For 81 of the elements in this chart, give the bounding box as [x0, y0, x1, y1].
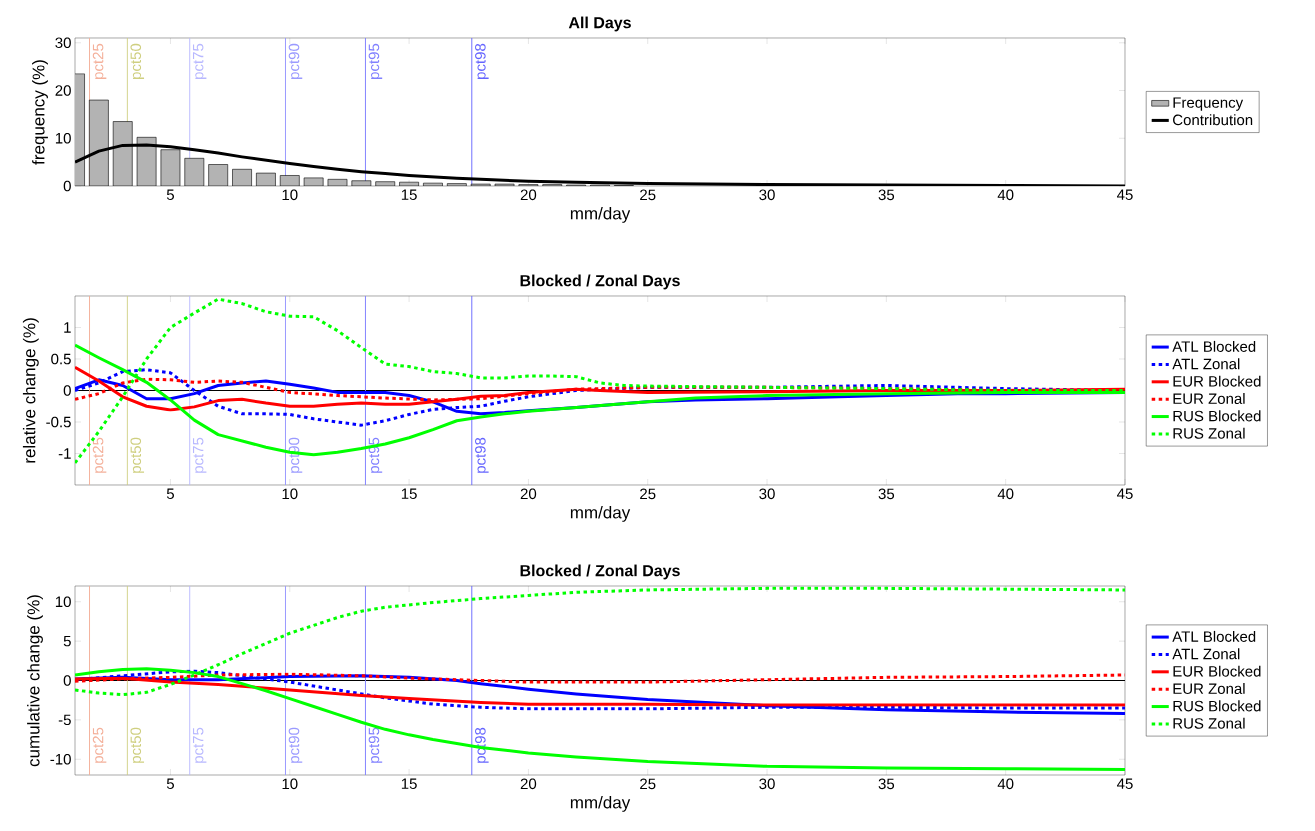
x-tick-label: 45	[1116, 778, 1133, 789]
legend-label: Contribution	[1173, 114, 1253, 126]
x-tick-label: 35	[878, 778, 895, 790]
legend-label: ATL Zonal	[1172, 358, 1240, 370]
chart-title: All Days	[568, 16, 631, 32]
y-tick-label: -10	[50, 753, 71, 765]
y-tick-label: 0	[63, 675, 71, 686]
legend-label: RUS Blocked	[1173, 700, 1261, 712]
y-tick-label: 0.5	[51, 353, 71, 365]
ref-line-label: pct95	[368, 43, 383, 79]
legend-label: RUS Zonal	[1173, 427, 1245, 439]
chart-title: Blocked / Zonal Days	[520, 564, 680, 580]
ref-line-label: pct90	[288, 727, 303, 763]
legend-label: RUS Zonal	[1173, 717, 1245, 729]
y-tick-label: 1	[64, 322, 71, 333]
ref-line-label: pct95	[368, 727, 383, 763]
y-axis-title: frequency (%)	[32, 60, 48, 165]
y-axis-title: relative change (%)	[22, 318, 39, 463]
x-axis-title: mm/day	[570, 207, 631, 223]
y-tick-label: -5	[58, 714, 71, 726]
chart-title: Blocked / Zonal Days	[520, 274, 680, 290]
ref-line-label: pct75	[192, 43, 207, 79]
legend-label: EUR Zonal	[1173, 393, 1245, 405]
legend-label: EUR Blocked	[1173, 665, 1261, 677]
y-tick-label: 5	[63, 635, 71, 647]
legend-label: ATL Blocked	[1172, 630, 1256, 642]
x-tick-label: 15	[401, 778, 417, 789]
x-axis-title: mm/day	[570, 796, 631, 812]
x-tick-label: 20	[520, 778, 537, 790]
y-tick-label: -1	[58, 448, 71, 459]
x-tick-label: 30	[759, 778, 775, 790]
legend-label: ATL Blocked	[1172, 340, 1256, 352]
x-tick-label: 25	[640, 488, 656, 500]
ref-line-label: pct75	[192, 727, 207, 763]
ref-line-label: pct98	[475, 43, 489, 79]
x-tick-label: 10	[282, 189, 298, 201]
x-tick-label: 10	[282, 778, 298, 790]
legend-label: ATL Zonal	[1172, 648, 1240, 660]
ref-line-label: pct25	[92, 727, 107, 763]
ref-line-label: pct25	[92, 43, 107, 79]
x-tick-label: 40	[997, 189, 1014, 201]
x-tick-label: 30	[759, 189, 775, 201]
x-tick-label: 25	[640, 189, 656, 201]
x-tick-label: 25	[640, 778, 656, 790]
y-tick-label: 10	[55, 596, 71, 608]
ref-line-label: pct50	[130, 437, 145, 473]
x-tick-label: 5	[166, 189, 174, 200]
y-tick-label: 0	[63, 180, 71, 192]
x-tick-label: 15	[401, 189, 417, 200]
ref-line-label: pct90	[288, 437, 303, 473]
legend-label: EUR Zonal	[1173, 683, 1245, 695]
x-axis-title: mm/day	[570, 506, 631, 522]
legend-label: Frequency	[1173, 97, 1244, 111]
x-tick-label: 35	[878, 488, 895, 500]
y-tick-label: 10	[55, 132, 71, 144]
x-tick-label: 45	[1116, 189, 1133, 200]
y-tick-label: -0.5	[46, 416, 71, 428]
ref-line-label: pct50	[130, 727, 145, 763]
x-tick-label: 5	[166, 778, 174, 789]
x-tick-label: 10	[282, 488, 298, 500]
y-axis-title: cumulative change (%)	[27, 595, 43, 767]
x-tick-label: 20	[520, 488, 537, 500]
y-tick-label: 0	[63, 385, 71, 396]
legend-label: RUS Blocked	[1173, 410, 1261, 422]
ref-line-label: pct25	[92, 437, 107, 473]
x-tick-label: 45	[1116, 488, 1133, 499]
ref-line-label: pct90	[288, 43, 303, 79]
x-tick-label: 15	[401, 488, 417, 499]
x-tick-label: 40	[997, 778, 1014, 790]
ref-line-label: pct75	[192, 437, 207, 473]
legend-label: EUR Blocked	[1173, 375, 1261, 387]
x-tick-label: 40	[997, 488, 1014, 500]
ref-line-label: pct50	[130, 43, 145, 79]
ref-line-label: pct98	[475, 727, 489, 763]
y-tick-label: 20	[55, 85, 71, 96]
ref-line-label: pct98	[475, 437, 489, 473]
x-tick-label: 20	[520, 189, 537, 201]
x-tick-label: 5	[166, 488, 174, 499]
x-tick-label: 30	[759, 488, 775, 500]
x-tick-label: 35	[878, 189, 895, 201]
y-tick-label: 30	[55, 37, 71, 49]
